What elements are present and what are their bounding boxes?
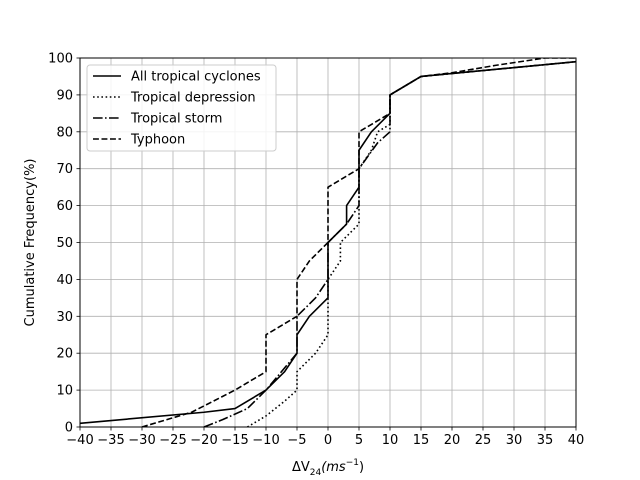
x-tick-label-9: 5 <box>355 433 363 448</box>
y-tick-label-0: 0 <box>65 421 73 436</box>
x-axis-label-exponent: −1 <box>346 458 359 468</box>
x-tick-label-13: 25 <box>475 433 492 448</box>
legend: All tropical cyclones Tropical depressio… <box>86 64 277 152</box>
x-tick-label-5: −15 <box>221 433 248 448</box>
x-tick-label-10: 10 <box>382 433 399 448</box>
x-tick-label-14: 30 <box>506 433 523 448</box>
x-tick-label-11: 15 <box>413 433 430 448</box>
x-tick-label-1: −35 <box>97 433 124 448</box>
x-tick-label-16: 40 <box>568 433 585 448</box>
x-axis-label-close: ) <box>359 460 364 475</box>
x-tick-label-6: −10 <box>252 433 279 448</box>
y-axis-label: Cumulative Frequency(%) <box>23 159 38 327</box>
legend-label-depression: Tropical depression <box>130 91 256 106</box>
x-axis-label: ΔV24(ms−1) <box>292 458 364 478</box>
y-tick-label-10: 100 <box>48 52 73 67</box>
x-axis-label-unit: (ms <box>321 460 346 475</box>
y-tick-label-1: 10 <box>56 384 73 399</box>
series-layer <box>80 58 576 427</box>
legend-label-typhoon: Typhoon <box>130 133 185 148</box>
y-tick-label-9: 90 <box>56 88 73 103</box>
y-tick-label-3: 30 <box>56 310 73 325</box>
series-typhoon <box>141 58 576 427</box>
y-tick-label-5: 50 <box>56 236 73 251</box>
x-tick-label-0: −40 <box>66 433 93 448</box>
y-tick-label-8: 80 <box>56 125 73 140</box>
y-tick-label-6: 60 <box>56 199 73 214</box>
legend-label-storm: Tropical storm <box>130 112 222 127</box>
y-tick-label-7: 70 <box>56 162 73 177</box>
legend-box <box>86 64 277 152</box>
x-axis-label-subscript: 24 <box>310 468 322 478</box>
series-tropical-depression <box>246 60 576 427</box>
x-tick-label-8: 0 <box>324 433 332 448</box>
axis-ticks: −40 −35 −30 −25 −20 −15 −10 −5 0 5 10 15 20 25 30 35 40 0… <box>48 52 584 449</box>
x-tick-label-7: −5 <box>287 433 306 448</box>
x-tick-label-15: 35 <box>537 433 554 448</box>
y-tick-label-2: 20 <box>56 347 73 362</box>
legend-label-all: All tropical cyclones <box>131 70 261 85</box>
x-axis-label-main: ΔV <box>292 460 310 475</box>
x-tick-label-4: −20 <box>190 433 217 448</box>
x-tick-label-3: −25 <box>159 433 186 448</box>
y-tick-label-4: 40 <box>56 273 73 288</box>
x-tick-label-12: 20 <box>444 433 461 448</box>
x-tick-label-2: −30 <box>128 433 155 448</box>
